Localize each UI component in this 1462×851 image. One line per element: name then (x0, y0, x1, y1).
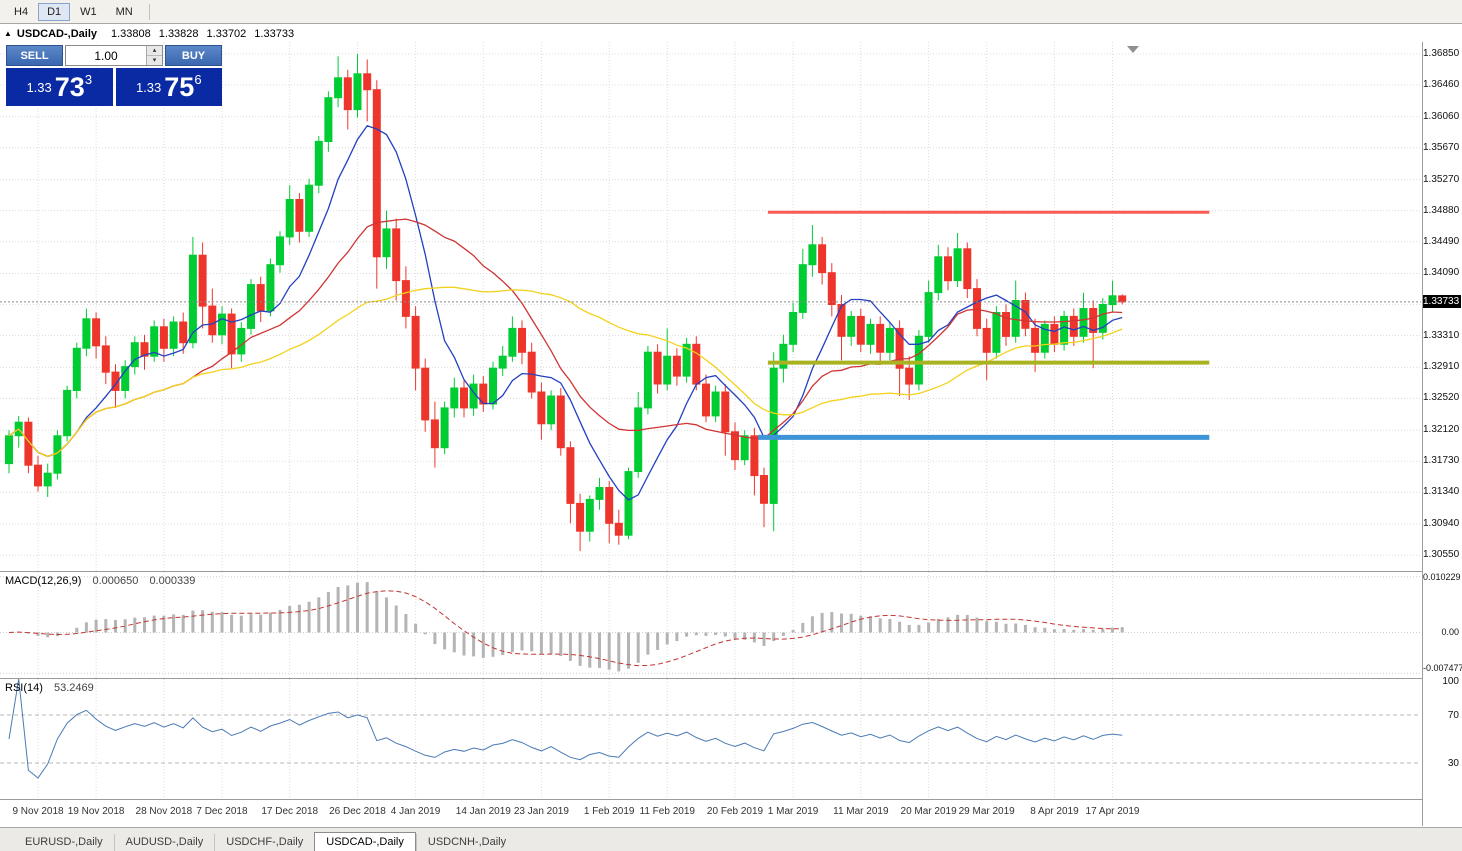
macd-indicator-pane[interactable] (0, 572, 1421, 678)
macd-label: MACD(12,26,9) (5, 575, 82, 587)
date-axis-label: 28 Nov 2018 (135, 806, 193, 817)
rsi-value: 53.2469 (53, 682, 94, 694)
chart-tab-audusd[interactable]: AUDUSD-,Daily (113, 834, 215, 851)
macd-value-signal: 0.000339 (149, 575, 196, 587)
axis-label: 100 (1442, 676, 1459, 687)
date-axis-label: 11 Mar 2019 (833, 806, 889, 817)
time-axis[interactable]: 9 Nov 2018 19 Nov 2018 28 Nov 2018 7 Dec 20… (0, 800, 1421, 826)
sell-button[interactable]: SELL (6, 45, 63, 66)
main-chart-pane[interactable] (0, 42, 1421, 571)
volume-up-button[interactable]: ▴ (147, 46, 162, 56)
date-axis-label: 29 Mar 2019 (958, 806, 1015, 817)
axis-label: 0.00 (1441, 627, 1459, 638)
volume-field: ▴ ▾ (65, 45, 163, 66)
timeframe-button-w1[interactable]: W1 (71, 3, 106, 21)
pane-splitter-rsi[interactable] (0, 678, 1462, 679)
sell-price-prefix: 1.33 (26, 79, 52, 95)
date-axis-label: 7 Dec 2018 (196, 806, 248, 817)
chart-tab-eurusd[interactable]: EURUSD-,Daily (25, 836, 103, 848)
buy-price-button[interactable]: 1.33 75 6 (115, 68, 222, 106)
rsi-indicator-pane[interactable] (0, 679, 1421, 799)
axis-label: 1.32120 (1423, 424, 1460, 436)
volume-down-button[interactable]: ▾ (147, 56, 162, 65)
axis-label: 1.30940 (1423, 518, 1460, 530)
ohlc-close: 1.33733 (254, 27, 295, 40)
axis-label: 30 (1447, 758, 1459, 769)
ohlc-low: 1.33702 (206, 27, 247, 40)
chart-symbol-label: USDCAD-,Daily (16, 27, 97, 40)
timeframe-button-h4[interactable]: H4 (5, 3, 37, 21)
ohlc-open: 1.33808 (111, 27, 151, 40)
axis-label: 1.30550 (1423, 549, 1460, 561)
date-axis-label: 26 Dec 2018 (329, 806, 386, 817)
axis-label: -0.007477 (1423, 663, 1462, 673)
axis-label: 1.32520 (1423, 392, 1460, 404)
sell-price-pips: 73 (54, 72, 85, 102)
ohlc-high: 1.33828 (158, 27, 199, 40)
axis-label: 1.35670 (1423, 141, 1460, 153)
axis-label: 0.010229 (1423, 571, 1461, 582)
price-axis-separator (1422, 25, 1423, 826)
chart-tab-usdcnh[interactable]: USDCNH-,Daily (415, 834, 517, 851)
volume-spinner: ▴ ▾ (146, 46, 162, 65)
axis-label: 1.36060 (1423, 110, 1460, 122)
date-axis-label: 14 Jan 2019 (455, 806, 511, 817)
chart-shift-marker[interactable] (1127, 46, 1139, 53)
axis-label: 1.31340 (1423, 486, 1460, 498)
axis-label: 1.35270 (1423, 173, 1460, 185)
date-axis-label: 4 Jan 2019 (390, 806, 441, 817)
pane-splitter-macd[interactable] (0, 571, 1462, 572)
date-axis-label: 1 Feb 2019 (583, 806, 635, 817)
timeframe-button-d1[interactable]: D1 (38, 2, 71, 21)
chart-tab-usdchf[interactable]: USDCHF-,Daily (214, 834, 314, 851)
buy-price-pips: 75 (164, 72, 195, 102)
axis-label: 1.36850 (1423, 47, 1460, 59)
chart-tabs-bar: EURUSD-,Daily AUDUSD-,Daily USDCHF-,Daily U… (0, 827, 1462, 851)
axis-label: 70 (1447, 710, 1459, 721)
date-axis-label: 19 Nov 2018 (67, 806, 125, 817)
window-marker-icon[interactable]: ▲ (4, 29, 12, 38)
date-axis-label: 17 Apr 2019 (1085, 806, 1140, 817)
volume-input[interactable] (66, 46, 146, 65)
sell-price-button[interactable]: 1.33 73 3 (6, 68, 113, 106)
axis-label: 1.34490 (1423, 235, 1460, 247)
axis-label: 1.34090 (1423, 267, 1460, 279)
sell-price-point: 3 (84, 72, 93, 87)
rsi-header: RSI(14) 53.2469 (5, 682, 94, 694)
macd-header: MACD(12,26,9) 0.000650 0.000339 (5, 575, 195, 587)
macd-value-main: 0.000650 (92, 575, 139, 587)
time-axis-separator (0, 799, 1462, 800)
chart-tab-usdcad[interactable]: USDCAD-,Daily (314, 832, 416, 851)
axis-label: 1.33310 (1423, 329, 1460, 341)
date-axis-label: 20 Feb 2019 (706, 806, 764, 817)
current-price-tag: 1.33733 (1423, 294, 1461, 308)
rsi-label: RSI(14) (5, 682, 43, 694)
axis-label: 1.36460 (1423, 78, 1460, 90)
date-axis-label: 20 Mar 2019 (900, 806, 957, 817)
date-axis-label: 1 Mar 2019 (767, 806, 819, 817)
axis-label: 1.31730 (1423, 455, 1460, 467)
date-axis-label: 23 Jan 2019 (513, 806, 569, 817)
price-axis[interactable]: 1.36850 1.36460 1.36060 1.35670 1.35270 1.348… (1423, 25, 1462, 826)
date-axis-label: 8 Apr 2019 (1030, 806, 1079, 817)
timeframe-toolbar: H4 D1 W1 MN (0, 0, 1462, 24)
buy-price-point: 6 (194, 72, 202, 87)
buy-price-prefix: 1.33 (135, 79, 162, 95)
timeframe-button-mn[interactable]: MN (107, 3, 142, 21)
axis-label: 1.34880 (1423, 204, 1460, 216)
buy-button[interactable]: BUY (165, 45, 222, 66)
date-axis-label: 17 Dec 2018 (261, 806, 319, 817)
date-axis-label: 9 Nov 2018 (12, 806, 64, 817)
toolbar-separator (148, 3, 150, 20)
one-click-trading-panel: SELL ▴ ▾ BUY 1.33 73 3 1.33 75 6 (6, 45, 222, 106)
date-axis-label: 11 Feb 2019 (639, 806, 695, 817)
axis-label: 1.32910 (1423, 361, 1460, 373)
chart-title-bar: ▲ USDCAD-,Daily 1.33808 1.33828 1.33702 … (0, 25, 1425, 42)
